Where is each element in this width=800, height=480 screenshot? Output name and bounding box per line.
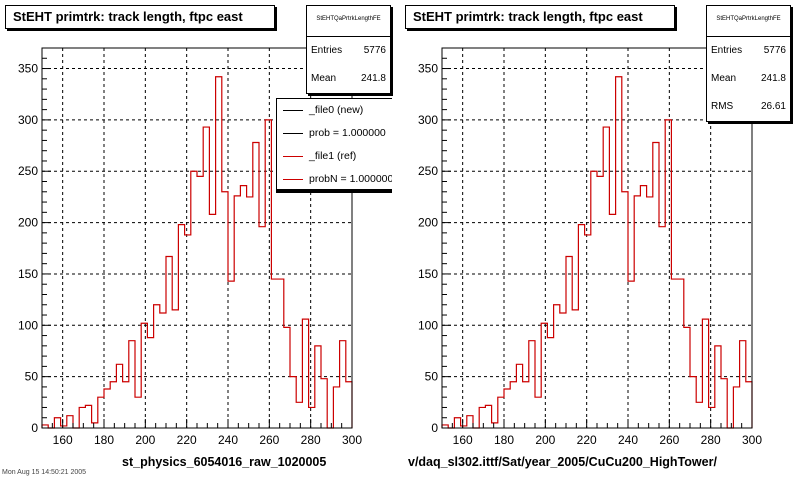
legend-label: _file0 (new) bbox=[309, 104, 364, 116]
y-tick-label: 0 bbox=[31, 421, 38, 435]
y-tick-label: 0 bbox=[431, 421, 438, 435]
y-tick-label: 250 bbox=[418, 164, 438, 178]
legend-entry-probn: probN = 1.000000 bbox=[277, 168, 392, 191]
stats-label: RMS bbox=[711, 101, 734, 112]
x-tick-label: 220 bbox=[177, 433, 197, 447]
legend-label: prob = 1.000000 bbox=[309, 127, 386, 139]
stats-row-entries: Entries 5776 bbox=[307, 37, 390, 65]
stats-title: StEHTQaPrtrkLengthFE bbox=[707, 6, 790, 37]
x-axis-label: v/daq_sl302.ittf/Sat/year_2005/CuCu200_H… bbox=[408, 455, 717, 469]
legend-line-prob bbox=[283, 133, 303, 134]
histogram-title: StEHT primtrk: track length, ftpc east bbox=[405, 5, 675, 29]
y-tick-label: 200 bbox=[18, 216, 38, 230]
x-tick-label: 180 bbox=[494, 433, 514, 447]
stats-label: Mean bbox=[711, 73, 737, 84]
histogram-plot-right: 160 180 200 220 240 260 280 300 0 50 100 150 200 250 3… bbox=[418, 47, 762, 447]
y-tick-label: 150 bbox=[418, 267, 438, 281]
y-tick-label: 350 bbox=[18, 62, 38, 76]
timestamp-footer: Mon Aug 15 14:50:21 2005 bbox=[2, 469, 87, 476]
legend-line-ref bbox=[283, 156, 303, 157]
legend-entry-ref: _file1 (ref) bbox=[277, 145, 392, 168]
y-tick-label: 300 bbox=[418, 113, 438, 127]
x-tick-label: 200 bbox=[135, 433, 155, 447]
legend-line-probn bbox=[283, 179, 303, 180]
stats-value: 5776 bbox=[763, 45, 786, 56]
x-tick-label: 280 bbox=[301, 433, 321, 447]
histogram-title: StEHT primtrk: track length, ftpc east bbox=[5, 5, 275, 29]
x-tick-label: 160 bbox=[53, 433, 73, 447]
y-tick-label: 250 bbox=[18, 164, 38, 178]
x-tick-label: 240 bbox=[218, 433, 238, 447]
y-tick-label: 200 bbox=[418, 216, 438, 230]
y-tick-label: 50 bbox=[425, 370, 439, 384]
stats-row-mean: Mean 241.8 bbox=[707, 65, 790, 93]
y-tick-label: 350 bbox=[418, 62, 438, 76]
plot-area bbox=[442, 48, 752, 428]
stats-label: Entries bbox=[711, 45, 743, 56]
histogram-series-ref bbox=[41, 76, 353, 429]
stats-row-mean: Mean 241.8 bbox=[307, 65, 390, 93]
x-tick-label: 280 bbox=[701, 433, 721, 447]
stats-box: StEHTQaPrtrkLengthFE Entries 5776 Mean 2… bbox=[306, 5, 391, 94]
stats-label: Entries bbox=[311, 45, 343, 56]
y-tick-label: 300 bbox=[18, 113, 38, 127]
stats-value: 5776 bbox=[363, 45, 386, 56]
x-tick-label: 220 bbox=[577, 433, 597, 447]
x-tick-label: 160 bbox=[453, 433, 473, 447]
stats-label: Mean bbox=[311, 73, 337, 84]
right-histogram-pad: StEHT primtrk: track length, ftpc east 1… bbox=[400, 0, 800, 480]
x-tick-label: 180 bbox=[94, 433, 114, 447]
y-tick-label: 100 bbox=[418, 318, 438, 332]
legend-entry-new: _file0 (new) bbox=[277, 99, 392, 122]
y-tick-label: 50 bbox=[25, 370, 39, 384]
stats-value: 241.8 bbox=[760, 73, 786, 84]
left-histogram-pad: StEHT primtrk: track length, ftpc east 1… bbox=[2, 5, 392, 476]
x-tick-label: 240 bbox=[618, 433, 638, 447]
x-tick-label: 300 bbox=[742, 433, 762, 447]
legend-box: _file0 (new) prob = 1.000000 _file1 (ref… bbox=[276, 98, 392, 190]
y-tick-label: 100 bbox=[18, 318, 38, 332]
x-tick-label: 200 bbox=[535, 433, 555, 447]
legend-label: _file1 (ref) bbox=[309, 150, 357, 162]
legend-label: probN = 1.000000 bbox=[309, 173, 392, 185]
x-tick-label: 260 bbox=[259, 433, 279, 447]
legend-entry-prob: prob = 1.000000 bbox=[277, 122, 392, 145]
x-axis-label: st_physics_6054016_raw_1020005 bbox=[122, 455, 327, 469]
stats-value: 26.61 bbox=[760, 101, 786, 112]
stats-row-rms: RMS 26.61 bbox=[707, 93, 790, 121]
x-tick-label: 260 bbox=[659, 433, 679, 447]
stats-row-entries: Entries 5776 bbox=[707, 37, 790, 65]
stats-box: StEHTQaPrtrkLengthFE Entries 5776 Mean 2… bbox=[706, 5, 791, 122]
stats-title: StEHTQaPrtrkLengthFE bbox=[307, 6, 390, 37]
y-tick-label: 150 bbox=[18, 267, 38, 281]
stats-value: 241.8 bbox=[360, 73, 386, 84]
legend-line-new bbox=[283, 110, 303, 111]
x-tick-label: 300 bbox=[342, 433, 362, 447]
histogram-series-ref bbox=[441, 76, 753, 429]
